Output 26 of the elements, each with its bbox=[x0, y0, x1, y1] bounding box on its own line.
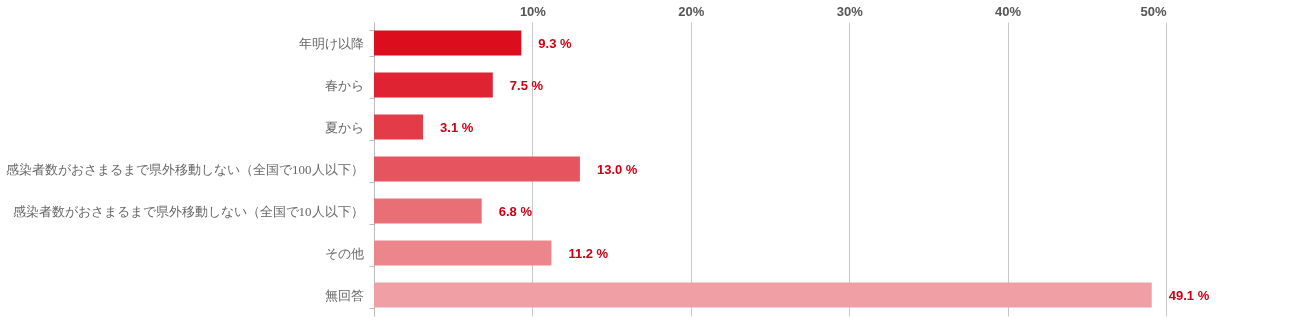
bar bbox=[374, 156, 580, 182]
bar bbox=[374, 72, 493, 98]
bar bbox=[374, 198, 482, 224]
bar bbox=[374, 282, 1152, 308]
x-tick-label: 50% bbox=[1140, 3, 1167, 19]
data-label: 13.0 % bbox=[596, 162, 638, 177]
y-tick-label: 夏から bbox=[324, 119, 364, 135]
x-tick-label: 30% bbox=[836, 3, 864, 19]
x-tick-label: 40% bbox=[995, 3, 1022, 19]
data-label: 9.3 % bbox=[538, 36, 572, 51]
bar bbox=[374, 114, 424, 140]
y-tick-label: 感染者数がおさまるまで県外移動しない（全国で100人以下） bbox=[6, 161, 364, 177]
data-label: 7.5 % bbox=[509, 78, 544, 93]
data-label: 3.1 % bbox=[440, 120, 474, 135]
bar bbox=[374, 240, 552, 266]
y-tick-label: 春から bbox=[324, 77, 364, 93]
x-tick-label: 10% bbox=[519, 3, 547, 19]
data-label: 6.8 % bbox=[498, 204, 533, 219]
y-tick-label: 無回答 bbox=[324, 287, 364, 303]
bar bbox=[374, 30, 522, 56]
data-label: 11.2 % bbox=[568, 246, 609, 261]
y-tick-label: 年明け以降 bbox=[298, 35, 364, 51]
y-tick-label: 感染者数がおさまるまで県外移動しない（全国で10人以下） bbox=[12, 203, 364, 219]
data-label: 49.1 % bbox=[1168, 288, 1210, 303]
x-tick-label: 20% bbox=[678, 3, 705, 19]
y-tick-label: その他 bbox=[324, 245, 364, 261]
